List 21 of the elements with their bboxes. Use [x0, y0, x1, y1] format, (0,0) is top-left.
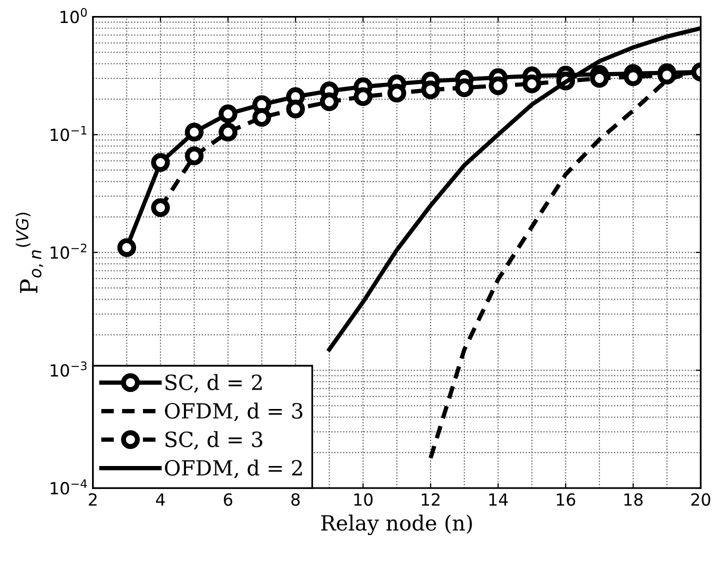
x-tick-label: 20 [691, 493, 710, 506]
x-tick-label: 4 [156, 493, 165, 506]
x-tick-label: 18 [624, 493, 643, 506]
x-tick-label: 2 [88, 493, 97, 506]
x-tick-label: 12 [422, 493, 440, 506]
y-tick-label: 10$^{−3}$ [50, 361, 87, 377]
x-tick-label: 16 [556, 493, 576, 506]
y-tick-label: 10$^{−2}$ [50, 244, 86, 259]
x-axis-title: Relay node (n) [321, 514, 472, 536]
y-tick-label: 10$^{−4}$ [50, 479, 87, 495]
legend-label: OFDM, d = 2 [164, 460, 302, 478]
y-tick-label: 10$^{0}$ [60, 8, 87, 24]
x-tick-label: 8 [291, 493, 300, 506]
x-tick-label: 14 [489, 493, 508, 506]
x-tick-label: 6 [224, 493, 232, 506]
legend-label: SC, d = 2 [166, 374, 262, 393]
y-axis-title: P$_{o,n}$$^{(VG)}$ [16, 212, 44, 294]
legend-label: SC, d = 3 [166, 431, 262, 450]
legend-label: OFDM, d = 3 [164, 402, 302, 422]
y-tick-label: 10$^{−1}$ [50, 126, 86, 142]
x-tick-label: 10 [354, 493, 373, 506]
